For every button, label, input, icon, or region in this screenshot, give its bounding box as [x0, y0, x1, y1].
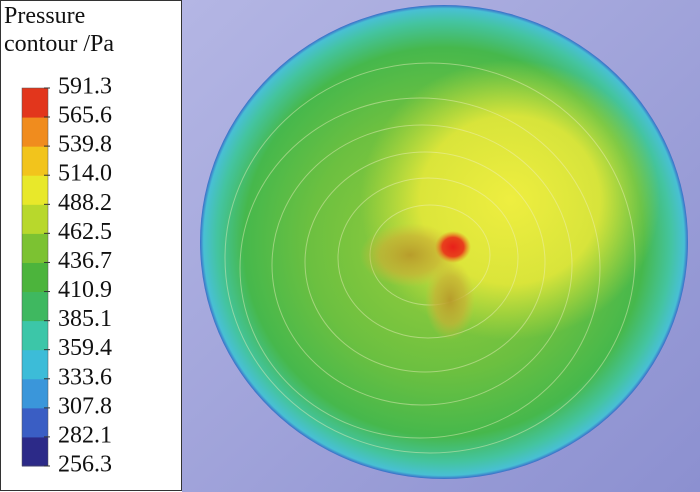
colorbar-band	[22, 88, 48, 118]
colorbar-frame	[21, 87, 49, 467]
peak-zone	[435, 231, 471, 263]
colorbar-tick-label: 539.8	[58, 132, 112, 158]
colorbar-tick-label: 385.1	[58, 306, 112, 332]
legend-title: Pressure contour /Pa	[4, 3, 114, 57]
colorbar-tick-label: 410.9	[58, 277, 112, 303]
colorbar-tick-label: 462.5	[58, 219, 112, 245]
colorbar-band	[22, 262, 48, 293]
colorbar-band	[22, 407, 48, 438]
colorbar-tick-label: 488.2	[58, 190, 112, 216]
colorbar-tick-label: 282.1	[58, 422, 112, 448]
contour-lines	[224, 62, 636, 454]
colorbar-tick-label: 256.3	[58, 452, 112, 478]
mid-zone	[425, 260, 475, 340]
colorbar-band	[22, 378, 48, 409]
colorbar-tick-label: 565.6	[58, 102, 112, 128]
colorbar-tick-label: 307.8	[58, 393, 112, 419]
colorbar-tick-label: 359.4	[58, 335, 112, 361]
colorbar-band	[22, 204, 48, 234]
colorbar-tick-label: 591.3	[58, 74, 112, 100]
colorbar-tick-label: 333.6	[58, 364, 112, 390]
colorbar-band	[22, 291, 48, 322]
colorbar-band	[22, 117, 48, 147]
colorbar-band	[22, 233, 48, 263]
high-pressure-zone	[360, 60, 660, 340]
colorbar-band	[22, 146, 48, 176]
colorbar-band	[22, 436, 48, 467]
colorbar-tick-label: 436.7	[58, 248, 112, 274]
colorbar-band	[22, 349, 48, 380]
colorbar-band	[22, 320, 48, 351]
colorbar-tick-label: 514.0	[58, 161, 112, 187]
colorbar-band	[22, 175, 48, 205]
